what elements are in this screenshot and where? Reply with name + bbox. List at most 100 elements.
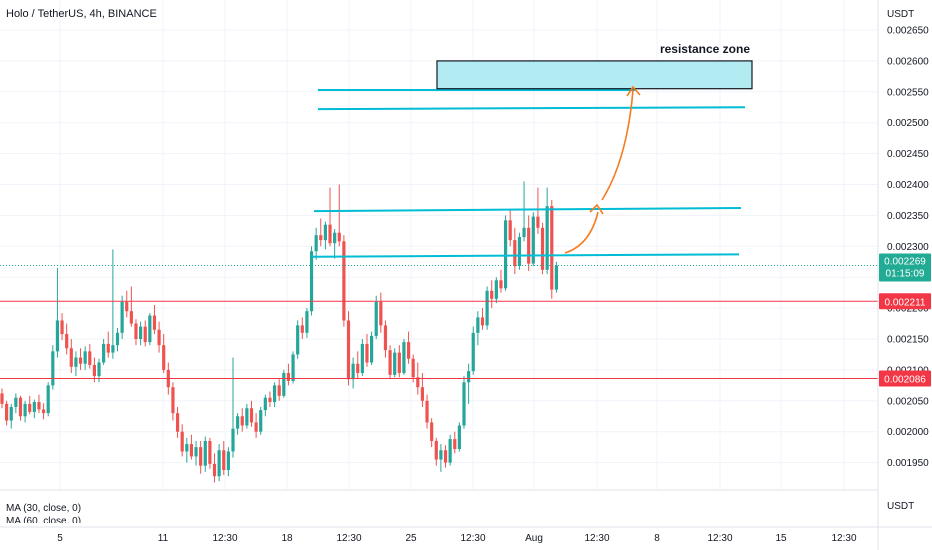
indicator-ma60[interactable]: MA (60, close, 0) <box>6 516 82 523</box>
candle-body <box>254 422 258 432</box>
candle-body <box>434 440 438 460</box>
y-tick-label: 0.002400 <box>887 180 929 191</box>
candle-body <box>425 400 429 423</box>
y-tick-label: 0.002550 <box>887 87 929 98</box>
candle-body <box>23 403 27 417</box>
candle-body <box>346 320 351 380</box>
candle-body <box>342 241 346 321</box>
candle-body <box>527 227 531 264</box>
x-tick-label: 12:30 <box>336 533 361 544</box>
candle-body <box>268 397 272 403</box>
candle-body <box>65 334 69 349</box>
level-tag <box>879 293 931 310</box>
y-tick-label: 0.002000 <box>887 427 929 438</box>
candle-body <box>78 357 83 364</box>
candle-body <box>439 450 443 460</box>
candle-body <box>28 403 32 412</box>
candle-body <box>397 352 401 373</box>
candle-body <box>129 311 133 324</box>
candle-body <box>277 385 281 396</box>
candle-body <box>46 385 50 414</box>
candle-body <box>374 301 378 336</box>
candle-body <box>411 358 415 378</box>
candle-body <box>194 447 198 457</box>
x-tick-label: 15 <box>775 533 787 544</box>
currency-label-lower: USDT <box>887 501 914 512</box>
candle-body <box>370 335 374 363</box>
candles-layer <box>0 181 558 483</box>
candle-body <box>259 410 263 432</box>
resistance-zone-box <box>436 60 753 90</box>
indicator-ma30[interactable]: MA (30, close, 0) <box>6 503 82 514</box>
candle-body <box>443 450 448 463</box>
candle-body <box>189 444 194 457</box>
candle-body <box>120 301 124 333</box>
candle-body <box>208 440 212 464</box>
candle-body <box>406 342 411 359</box>
x-tick-label: Aug <box>525 533 543 544</box>
candle-body <box>245 408 249 426</box>
candle-body <box>291 354 295 382</box>
candle-body <box>300 325 304 333</box>
candle-body <box>240 416 244 426</box>
candle-body <box>383 325 388 351</box>
candle-body <box>203 440 207 466</box>
x-tick-label: 12:30 <box>212 533 237 544</box>
drawings-layer: resistance zone <box>0 42 878 380</box>
candle-body <box>152 315 157 330</box>
y-tick-label: 0.002500 <box>887 118 929 129</box>
candle-body <box>134 323 138 339</box>
candle-body <box>333 232 337 244</box>
y-tick-label: 0.002600 <box>887 56 929 67</box>
candle-body <box>249 408 254 423</box>
candle-body <box>5 403 9 421</box>
y-tick-label: 0.002650 <box>887 26 929 37</box>
candle-body <box>69 348 73 367</box>
candle-body <box>296 325 300 355</box>
x-tick-label: 12:30 <box>584 533 609 544</box>
candle-body <box>199 447 203 466</box>
candle-body <box>517 237 522 267</box>
trendline <box>313 206 742 213</box>
level-tag-label: 0.002086 <box>884 375 926 386</box>
price-tag-countdown: 01:15:09 <box>886 268 925 279</box>
price-tag <box>879 253 931 282</box>
price-tag-value: 0.002269 <box>884 256 926 267</box>
candle-body <box>83 351 87 364</box>
candle-body <box>231 428 235 452</box>
candle-body <box>536 216 540 228</box>
candle-body <box>14 397 18 407</box>
candle-body <box>55 320 60 352</box>
candle-body <box>9 406 13 421</box>
candle-body <box>171 387 175 414</box>
x-tick-label: 12:30 <box>831 533 856 544</box>
chart-title: Holo / TetherUS, 4h, BINANCE <box>6 8 157 20</box>
candle-body <box>51 351 55 386</box>
candle-body <box>480 317 485 326</box>
y-tick-label: 0.002050 <box>887 396 929 407</box>
x-tick-label: 25 <box>405 533 417 544</box>
candle-body <box>554 265 558 290</box>
candle-body <box>314 235 318 252</box>
candle-body <box>111 345 115 353</box>
candle-body <box>365 343 369 363</box>
candle-body <box>125 301 129 312</box>
candle-body <box>503 220 508 289</box>
candle-body <box>263 397 267 411</box>
candle-body <box>212 463 217 477</box>
candle-body <box>323 224 327 241</box>
candle-body <box>32 402 36 412</box>
candle-body <box>540 227 545 270</box>
level-tag <box>879 370 931 387</box>
currency-label: USDT <box>887 9 914 20</box>
x-tick-label: 5 <box>57 533 63 544</box>
candle-body <box>97 362 101 377</box>
candle-body <box>305 311 309 333</box>
candle-body <box>162 345 166 370</box>
candle-body <box>185 444 189 452</box>
x-tick-label: 12:30 <box>460 533 485 544</box>
resistance-zone-label: resistance zone <box>660 42 750 56</box>
candle-body <box>545 206 549 270</box>
candle-body <box>388 350 392 375</box>
